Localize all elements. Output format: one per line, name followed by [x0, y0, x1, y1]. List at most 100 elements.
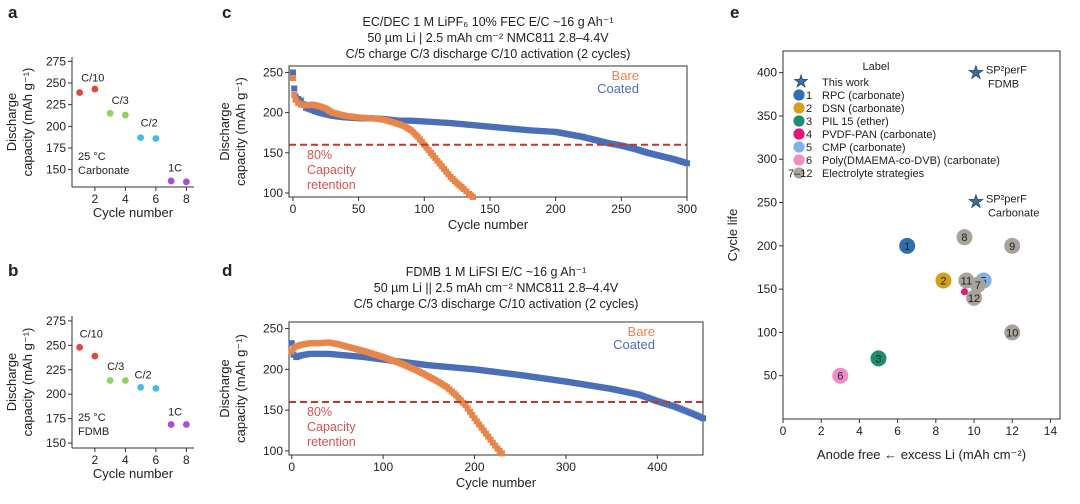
- literature-point-number: 10: [1006, 327, 1018, 339]
- literature-point: [899, 237, 916, 254]
- star-label: SP²perF: [986, 65, 1027, 77]
- electrolyte-note: FDMB: [78, 426, 109, 438]
- chart-title-line1: EC/DEC 1 M LiPF₆ 10% FEC E/C ~16 g Ah⁻¹: [363, 15, 614, 29]
- legend-entry-label: Electrolyte strategies: [822, 168, 925, 180]
- data-point: [91, 85, 99, 93]
- bare-data-point: [487, 436, 494, 443]
- chart-title-line3: C/5 charge C/3 discharge C/10 activation…: [354, 297, 639, 311]
- bare-data-point: [473, 418, 480, 425]
- y-tick-label: 200: [263, 106, 283, 120]
- literature-point-number: 9: [1009, 241, 1015, 253]
- rate-chart-carbonate: 2 4 6 8 150 175 200 225 250 275 Cycle number Discha…: [4, 54, 194, 220]
- data-point: [106, 109, 114, 117]
- x-axis-label: Cycle number: [456, 475, 537, 490]
- legend-marker-number: 6: [806, 155, 812, 167]
- data-point: [76, 343, 84, 351]
- data-point: [91, 352, 99, 360]
- rate-label: C/2: [135, 370, 152, 382]
- bare-data-point: [476, 421, 483, 428]
- x-tick-label: 0: [290, 202, 297, 216]
- panel-letter-a: a: [8, 3, 18, 22]
- y-tick-label: 250: [263, 322, 283, 336]
- y-tick-label: 150: [46, 436, 66, 450]
- data-point: [76, 89, 84, 96]
- chart-title-line1: FDMB 1 M LiFSI E/C ~16 g Ah⁻¹: [406, 265, 587, 279]
- literature-point-number: 3: [875, 353, 881, 365]
- bare-data-point: [498, 450, 505, 457]
- legend-star-icon: ★: [793, 72, 808, 91]
- legend-marker-number: 1: [806, 90, 812, 102]
- x-tick-label: 100: [373, 460, 393, 474]
- bare-data-point: [480, 427, 487, 434]
- y-tick-label: 150: [46, 163, 66, 177]
- legend-entry-label: PIL 15 (ether): [822, 116, 889, 128]
- x-tick-label: 6: [153, 453, 160, 467]
- literature-point: [956, 229, 973, 246]
- y-tick-label: 250: [263, 65, 283, 79]
- x-tick-label: 6: [894, 424, 901, 438]
- retention-label-retention: retention: [307, 435, 356, 449]
- x-axis-label: Cycle number: [448, 217, 529, 232]
- data-point: [137, 383, 145, 391]
- y-tick-label: 200: [757, 239, 777, 253]
- legend-entry-label: PVDF-PAN (carbonate): [822, 129, 936, 141]
- data-point: [167, 421, 175, 428]
- bare-data-point: [289, 75, 296, 82]
- cycling-chart-fdmb: 0 100 200 300 400 100 150 200 250 Cycle number Dis…: [217, 265, 706, 490]
- panel-letter-e: e: [730, 3, 739, 22]
- y-tick-label: 175: [46, 141, 66, 155]
- bare-data-point: [464, 405, 471, 412]
- literature-point-number: 12: [968, 293, 980, 305]
- bare-data-point: [292, 96, 299, 103]
- x-tick-label: 0: [780, 424, 787, 438]
- bare-data-point: [485, 433, 492, 440]
- plot-frame: [782, 50, 1061, 420]
- y-tick-label: 250: [46, 338, 66, 352]
- literature-point-number: 8: [961, 232, 967, 244]
- literature-point: [832, 367, 849, 384]
- rate-label: C/10: [80, 329, 103, 341]
- this-work-star-icon: ★: [968, 192, 984, 212]
- legend-marker-icon: [793, 115, 805, 127]
- literature-point-number: 6: [837, 371, 843, 383]
- x-tick-label: 12: [1006, 424, 1020, 438]
- x-tick-label: 200: [546, 202, 566, 216]
- bare-data-point: [469, 194, 476, 200]
- x-tick-label: 8: [183, 192, 190, 206]
- legend-marker-icon: [793, 167, 805, 179]
- plot-frame: [288, 65, 688, 198]
- y-tick-label: 275: [46, 54, 66, 68]
- x-tick-label: 6: [153, 192, 160, 206]
- literature-point: [966, 289, 983, 306]
- panel-letter-c: c: [222, 3, 231, 22]
- legend-bare: Bare: [628, 324, 655, 339]
- legend-title: Label: [863, 61, 890, 73]
- legend-marker-number: 4: [806, 129, 812, 141]
- y-tick-label: 275: [46, 314, 66, 328]
- literature-point-number: 2: [940, 275, 946, 287]
- legend-marker-icon: [793, 154, 805, 166]
- y-tick-label: 250: [757, 196, 777, 210]
- panel-letter-d: d: [222, 261, 232, 280]
- cycling-chart-carbonate: 0 50 100 150 200 250 300 100 150 200 250 Cycle numb…: [217, 15, 697, 232]
- legend-coated: Coated: [613, 337, 655, 352]
- y-axis-label: Dischargecapacity (mAh g⁻¹): [217, 334, 248, 443]
- x-tick-label: 4: [856, 424, 863, 438]
- y-tick-label: 175: [46, 412, 66, 426]
- y-tick-label: 150: [263, 146, 283, 160]
- star-sublabel: Carbonate: [988, 208, 1039, 220]
- legend-entry-label: CMP (carbonate): [822, 142, 906, 154]
- electrolyte-note: Carbonate: [78, 165, 129, 177]
- retention-label-retention: retention: [307, 178, 356, 192]
- bare-data-point: [482, 430, 489, 437]
- x-tick-label: 8: [183, 453, 190, 467]
- x-tick-label: 150: [480, 202, 500, 216]
- y-tick-label: 200: [46, 387, 66, 401]
- legend-entry-label: RPC (carbonate): [822, 90, 905, 102]
- bare-data-point: [469, 412, 476, 419]
- literature-point: [870, 350, 887, 367]
- bare-data-point: [291, 91, 298, 98]
- bare-data-point: [466, 408, 473, 415]
- retention-label-capacity: Capacity: [307, 420, 356, 434]
- rate-chart-fdmb: 2 4 6 8 150 175 200 225 250 275 Cycle number Discha…: [4, 314, 194, 481]
